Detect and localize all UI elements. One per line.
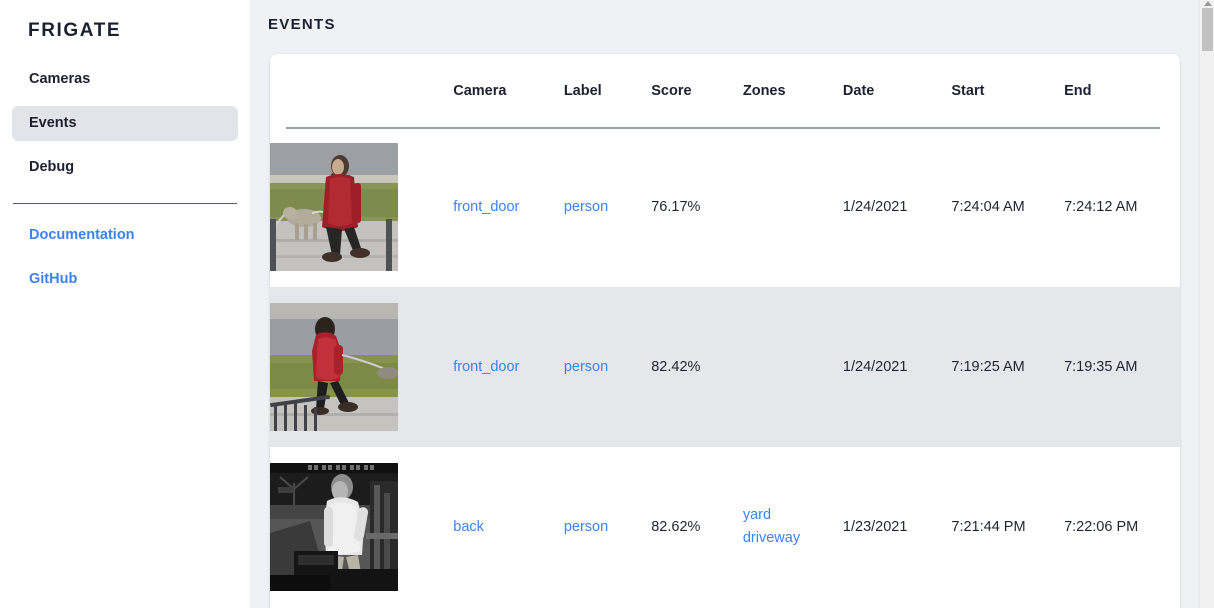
events-table: Camera Label Score Zones Date Start End [270,54,1180,607]
event-camera-cell: back [453,447,564,607]
events-table-head: Camera Label Score Zones Date Start End [270,54,1180,127]
event-thumbnail-cell [270,447,453,607]
sidebar-link-documentation[interactable]: Documentation [29,227,135,243]
sidebar-link-github[interactable]: GitHub [29,271,78,287]
event-zone-link-yard[interactable]: yard [742,507,772,523]
event-score-cell: 82.42% [651,359,701,375]
event-label-link[interactable]: person [563,359,609,375]
event-thumbnail-cell [270,127,453,287]
event-end-cell: 7:19:35 AM [1064,359,1138,375]
event-zone-link-driveway[interactable]: driveway [742,530,801,546]
column-header-thumbnail [270,54,453,127]
event-end-cell: 7:24:12 AM [1064,199,1138,215]
event-label-link[interactable]: person [563,199,609,215]
event-zones-cell [743,287,843,447]
event-label-cell: person [564,127,651,287]
event-label-link[interactable]: person [563,519,609,535]
event-thumbnail-cell [270,287,453,447]
event-thumbnail-image[interactable] [270,463,398,591]
event-camera-link[interactable]: front_door [453,199,520,215]
event-start-cell: 7:21:44 PM [951,519,1026,535]
event-date-cell: 1/24/2021 [842,359,908,375]
table-row[interactable]: front_door person 82.42% 1/24/2021 7:19:… [270,287,1180,447]
event-camera-link[interactable]: back [453,519,484,535]
sidebar-nav: Cameras Events Debug [0,62,250,185]
column-header-score: Score [651,82,692,99]
scroll-up-arrow-icon[interactable] [1204,1,1212,6]
app-brand: FRIGATE [28,20,122,41]
event-label-cell: person [564,447,651,607]
column-header-label: Label [563,82,602,99]
event-camera-cell: front_door [453,287,564,447]
event-date-cell: 1/24/2021 [842,199,908,215]
column-header-zones: Zones [742,82,786,99]
column-header-camera: Camera [453,82,507,99]
sidebar-external-links: Documentation GitHub [0,218,250,297]
event-score-cell: 82.62% [651,519,701,535]
sidebar: FRIGATE Cameras Events Debug Documentati… [0,0,250,608]
events-table-body: front_door person 76.17% 1/24/2021 7:24:… [270,127,1180,607]
page-scrollbar[interactable] [1199,0,1214,608]
sidebar-item-cameras[interactable]: Cameras [29,71,91,87]
event-score-cell: 76.17% [651,199,701,215]
scrollbar-thumb[interactable] [1202,8,1213,51]
sidebar-item-debug[interactable]: Debug [29,159,75,175]
table-header-rule [286,127,1160,129]
sidebar-divider [13,203,237,204]
event-end-cell: 7:22:06 PM [1064,519,1139,535]
event-start-cell: 7:19:25 AM [951,359,1025,375]
event-start-cell: 7:24:04 AM [951,199,1025,215]
event-thumbnail-image[interactable] [270,143,398,271]
column-header-start: Start [951,82,985,99]
event-camera-cell: front_door [453,127,564,287]
table-row[interactable]: back person 82.62% yard driveway 1/23/20… [270,447,1180,607]
event-zones-cell [743,127,843,287]
event-camera-link[interactable]: front_door [453,359,520,375]
event-label-cell: person [564,287,651,447]
events-card: Camera Label Score Zones Date Start End [270,54,1180,608]
column-header-end: End [1064,82,1092,99]
table-row[interactable]: front_door person 76.17% 1/24/2021 7:24:… [270,127,1180,287]
column-header-date: Date [842,82,875,99]
event-thumbnail-image[interactable] [270,303,398,431]
event-zones-cell: yard driveway [743,447,843,607]
page-title: EVENTS [268,16,336,33]
table-header-row: Camera Label Score Zones Date Start End [270,54,1180,127]
event-date-cell: 1/23/2021 [842,519,908,535]
sidebar-item-events[interactable]: Events [12,106,238,141]
main-content: EVENTS Camera Label Score Zones Date Sta… [250,0,1214,608]
